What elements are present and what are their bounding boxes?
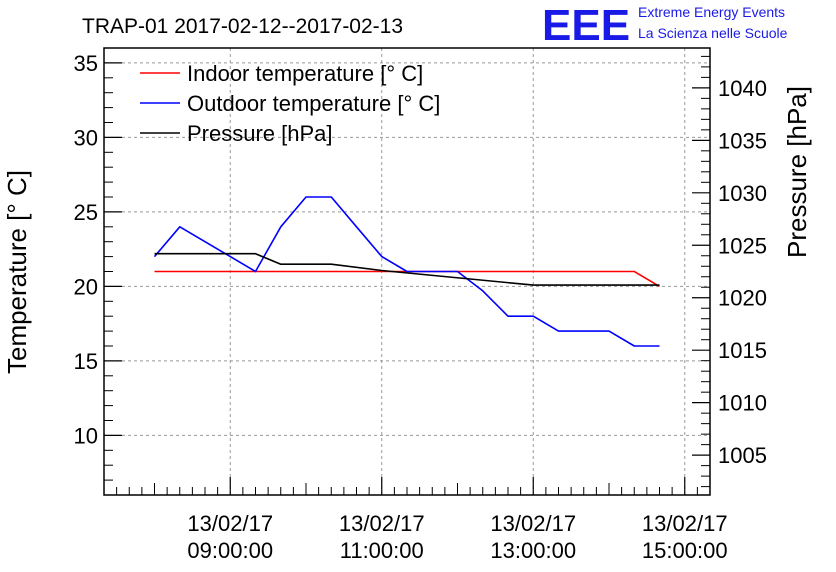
logo-mark: EEE — [542, 1, 630, 50]
legend-label: Indoor temperature [° C] — [187, 61, 423, 86]
x-tick-time: 13:00:00 — [490, 538, 576, 563]
x-tick-time: 11:00:00 — [340, 538, 424, 563]
series-line-3 — [154, 252, 660, 286]
y2-tick-label: 1040 — [718, 76, 767, 101]
legend-label: Outdoor temperature [° C] — [187, 91, 440, 116]
y-tick-label: 15 — [74, 349, 98, 374]
logo-line-1: Extreme Energy Events — [638, 4, 785, 20]
logo-line-2: La Scienza nelle Scuole — [638, 25, 788, 41]
y2-tick-label: 1020 — [718, 286, 767, 311]
x-tick-time: 15:00:00 — [642, 538, 728, 563]
y-tick-label: 20 — [74, 274, 98, 299]
y2-tick-label: 1035 — [718, 128, 767, 153]
y2-tick-label: 1025 — [718, 233, 767, 258]
y-tick-label: 25 — [74, 200, 98, 225]
eee-logo: EEE Extreme Energy Events La Scienza nel… — [542, 1, 788, 50]
x-tick-date: 13/02/17 — [187, 511, 273, 536]
tick-labels: 1015202530351005101010151020102510301035… — [74, 51, 767, 563]
y2-tick-label: 1005 — [718, 443, 767, 468]
y2-axis-label: Pressure [hPa] — [782, 86, 812, 258]
y-axis-label: Temperature [° C] — [2, 170, 32, 374]
series-group — [153, 196, 660, 347]
legend-label: Pressure [hPa] — [187, 121, 333, 146]
y2-tick-label: 1030 — [718, 181, 767, 206]
x-tick-time: 09:00:00 — [187, 538, 273, 563]
y2-tick-label: 1015 — [718, 338, 767, 363]
y-tick-label: 35 — [74, 51, 98, 76]
x-tick-date: 13/02/17 — [642, 511, 728, 536]
chart-title: TRAP-01 2017-02-12--2017-02-13 — [82, 15, 403, 38]
legend: Indoor temperature [° C] Outdoor temperat… — [140, 61, 440, 146]
y-tick-label: 10 — [74, 423, 98, 448]
y-tick-label: 30 — [74, 125, 98, 150]
x-tick-date: 13/02/17 — [490, 511, 576, 536]
axis-ticks — [103, 47, 711, 496]
series-line-2 — [153, 196, 660, 347]
y2-tick-label: 1010 — [718, 391, 767, 416]
x-tick-date: 13/02/17 — [339, 511, 425, 536]
